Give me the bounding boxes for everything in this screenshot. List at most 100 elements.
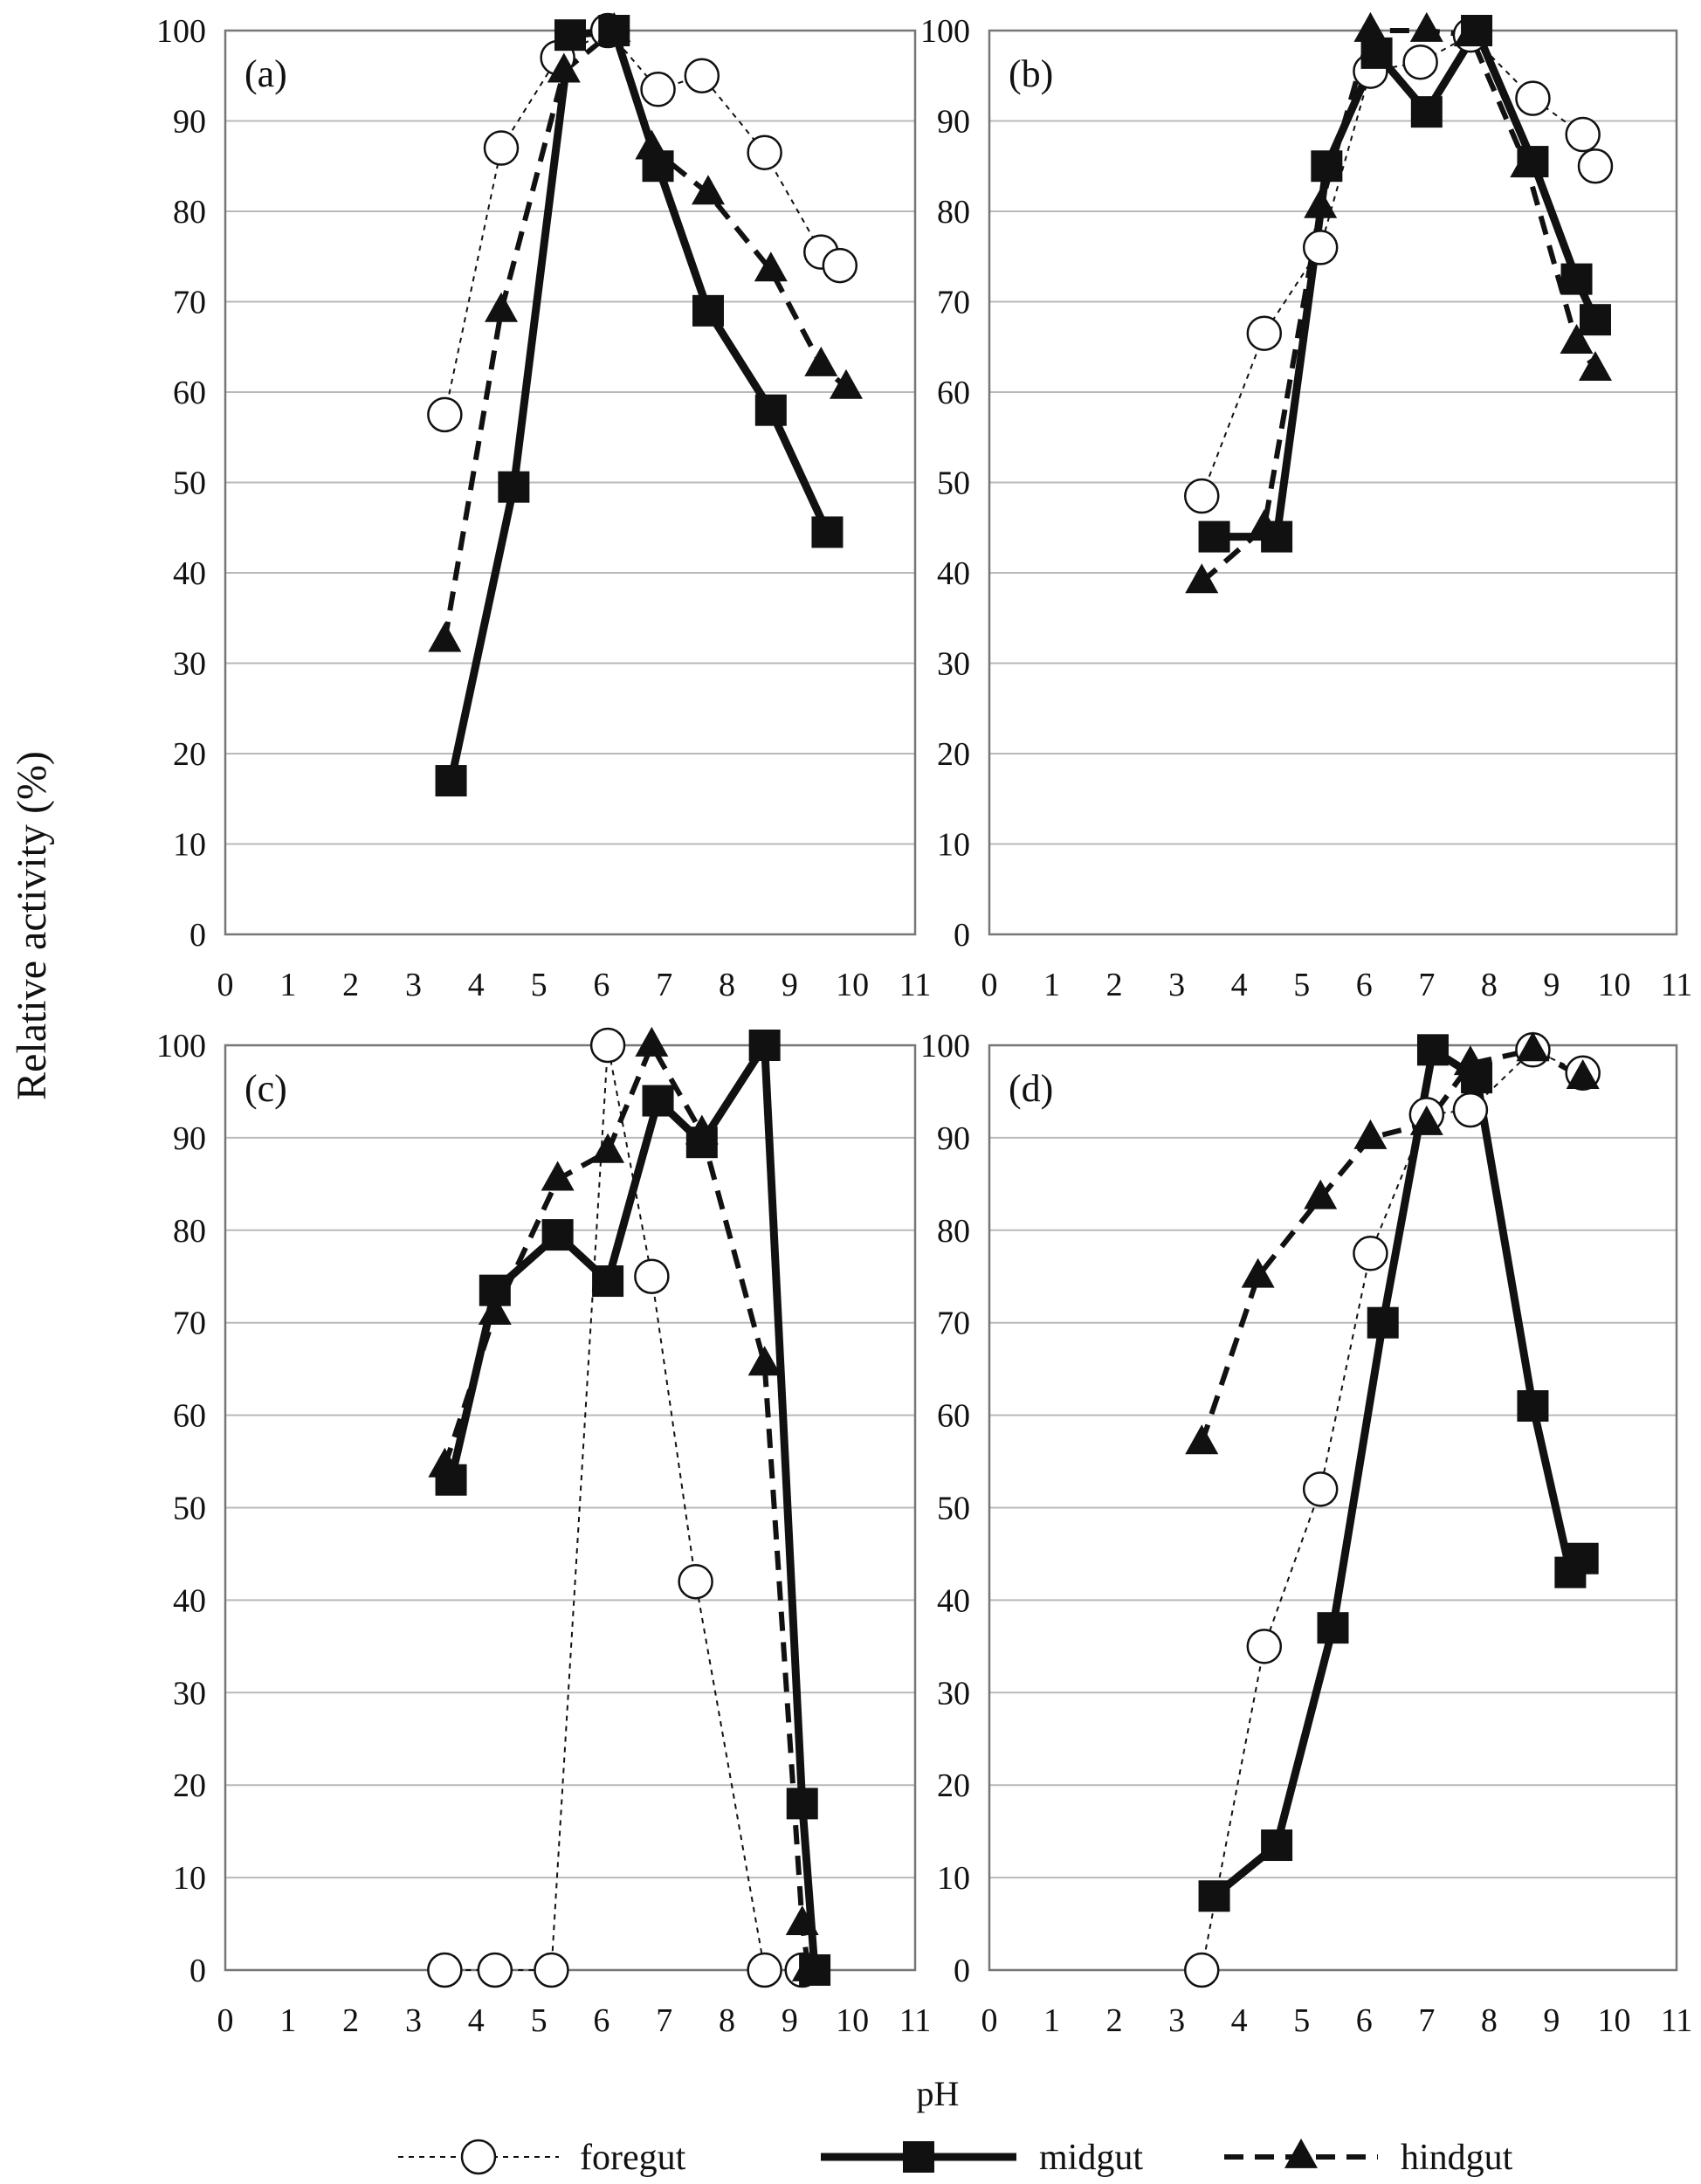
- y-tick-label: 20: [937, 736, 970, 773]
- y-tick-label: 30: [173, 646, 206, 683]
- x-tick-label: 6: [593, 2002, 609, 2039]
- y-tick-label: 0: [189, 917, 206, 954]
- panel-title: (a): [244, 52, 287, 95]
- data-point-foregut: [822, 247, 858, 284]
- data-point-hindgut: [485, 292, 518, 322]
- data-point-hindgut: [1241, 1257, 1275, 1288]
- y-tick-label: 90: [173, 1120, 206, 1157]
- series-markers-hindgut: [428, 11, 863, 652]
- data-point-midgut: [1416, 1034, 1449, 1066]
- data-point-hindgut: [1185, 563, 1219, 594]
- x-tick-label: 5: [1293, 967, 1310, 1003]
- x-tick-label: 1: [1043, 2002, 1060, 2039]
- x-tick-label: 0: [981, 2002, 998, 2039]
- x-tick-label: 3: [405, 2002, 422, 2039]
- data-point-hindgut: [804, 346, 838, 376]
- data-point-hindgut: [692, 175, 725, 205]
- data-point-foregut: [1565, 116, 1601, 153]
- data-point-midgut: [1517, 1390, 1549, 1423]
- x-tick-label: 0: [981, 967, 998, 1003]
- x-tick-label: 4: [468, 967, 485, 1003]
- legend-marker-midgut: [903, 2141, 934, 2173]
- x-tick-label: 6: [593, 967, 609, 1003]
- data-point-hindgut: [1516, 1031, 1550, 1062]
- data-point-hindgut: [635, 129, 669, 160]
- x-axis-label: pH: [917, 2074, 960, 2113]
- x-tick-label: 5: [531, 2002, 547, 2039]
- x-tick-label: 3: [405, 967, 422, 1003]
- data-point-hindgut: [1453, 17, 1487, 47]
- panel-title: (d): [1009, 1067, 1053, 1110]
- data-point-foregut: [1577, 148, 1614, 184]
- y-tick-label: 40: [173, 1582, 206, 1619]
- legend-marker-hindgut: [1284, 2138, 1318, 2168]
- data-point-midgut: [1198, 1880, 1230, 1912]
- y-tick-label: 70: [937, 285, 970, 321]
- plot-frame: [988, 1044, 1678, 1972]
- y-tick-label: 20: [937, 1767, 970, 1804]
- data-point-foregut: [1184, 1952, 1220, 1988]
- x-tick-label: 1: [279, 2002, 296, 2039]
- y-axis-label: Relative activity (%): [9, 751, 55, 1100]
- data-point-foregut: [534, 1952, 569, 1988]
- data-point-midgut: [754, 394, 787, 426]
- data-point-foregut: [640, 72, 676, 107]
- x-tick-label: 9: [782, 967, 798, 1003]
- x-tick-label: 7: [1418, 2002, 1435, 2039]
- y-tick-label: 10: [937, 827, 970, 864]
- x-tick-label: 10: [836, 967, 869, 1003]
- data-point-hindgut: [754, 251, 788, 282]
- x-tick-label: 2: [342, 967, 359, 1003]
- series-markers-midgut: [1198, 1034, 1599, 1912]
- x-tick-label: 8: [1481, 2002, 1498, 2039]
- x-tick-label: 7: [1418, 967, 1435, 1003]
- y-tick-label: 50: [173, 1491, 206, 1527]
- data-point-hindgut: [1304, 1179, 1338, 1209]
- data-point-midgut: [642, 1085, 674, 1117]
- y-tick-label: 40: [937, 555, 970, 592]
- data-point-midgut: [786, 1788, 818, 1820]
- y-tick-label: 50: [937, 465, 970, 502]
- data-point-foregut: [634, 1258, 670, 1294]
- x-tick-label: 7: [656, 967, 672, 1003]
- x-tick-label: 7: [656, 2002, 672, 2039]
- series-line-hindgut: [442, 1043, 811, 1971]
- legend-label-midgut: midgut: [1039, 2138, 1143, 2178]
- series-line-midgut: [1211, 1045, 1587, 1899]
- legend-item-midgut: midgut: [821, 2138, 1143, 2178]
- data-point-hindgut: [591, 1133, 625, 1163]
- y-tick-label: 100: [920, 13, 970, 50]
- data-point-midgut: [1567, 1542, 1599, 1574]
- x-tick-label: 4: [1231, 2002, 1248, 2039]
- y-tick-label: 30: [173, 1675, 206, 1712]
- x-tick-label: 9: [1543, 2002, 1560, 2039]
- series-markers-midgut: [435, 1030, 831, 1986]
- data-point-hindgut: [1185, 1424, 1219, 1455]
- x-tick-label: 4: [1231, 967, 1248, 1003]
- data-point-foregut: [477, 1952, 513, 1988]
- chart-panel-1: 0 10 20 30 40 50 60 70 80 90 100 0 1 2 3 4 5 6 7 8 9 10 11 (a): [156, 11, 931, 1003]
- y-tick-label: 80: [937, 194, 970, 231]
- data-point-foregut: [1452, 1092, 1489, 1128]
- data-point-foregut: [1246, 1629, 1283, 1664]
- data-point-foregut: [747, 1952, 782, 1988]
- panel-title: (c): [244, 1067, 287, 1110]
- data-point-hindgut: [541, 1161, 575, 1191]
- y-tick-label: 100: [156, 13, 206, 50]
- y-tick-label: 60: [173, 1398, 206, 1435]
- data-point-midgut: [692, 294, 724, 327]
- chart-panel-2: 0 10 20 30 40 50 60 70 80 90 100 0 1 2 3 4 5 6 7 8 9 10 11 (b): [920, 11, 1693, 1003]
- x-tick-label: 0: [217, 2002, 234, 2039]
- data-point-hindgut: [1560, 323, 1594, 354]
- x-tick-label: 2: [342, 2002, 359, 2039]
- x-tick-label: 0: [217, 967, 234, 1003]
- data-point-foregut: [1302, 1471, 1339, 1507]
- y-tick-label: 40: [173, 555, 206, 592]
- y-tick-label: 70: [173, 285, 206, 321]
- y-tick-label: 0: [189, 1953, 206, 1989]
- y-tick-label: 60: [937, 1398, 970, 1435]
- x-tick-label: 11: [1661, 967, 1693, 1003]
- series-markers-foregut: [1184, 1032, 1601, 1988]
- x-tick-label: 1: [1043, 967, 1060, 1003]
- data-point-midgut: [1560, 263, 1593, 295]
